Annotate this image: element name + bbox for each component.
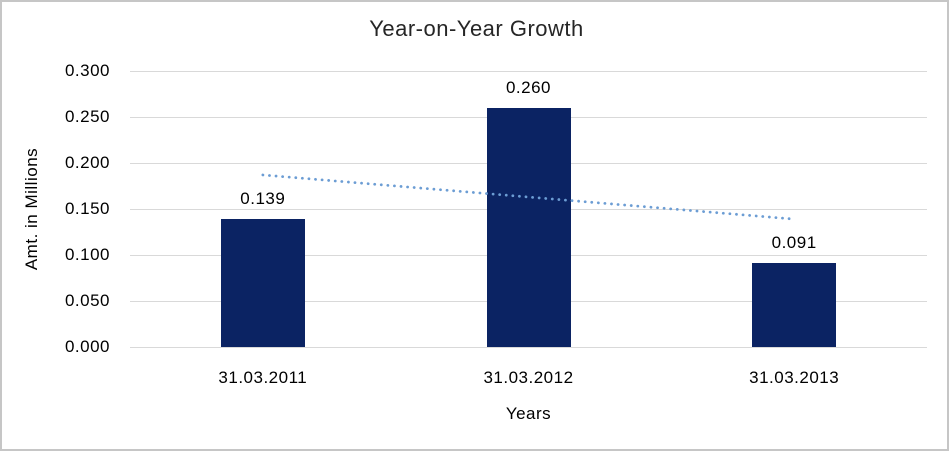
y-tick-label: 0.100 [64,245,110,264]
y-tick-label: 0.000 [64,337,110,356]
bar-value-label: 0.091 [771,233,817,253]
y-tick-label: 0.200 [64,153,110,172]
bar [220,219,305,347]
bar-value-label: 0.260 [505,77,552,97]
bar [486,107,571,347]
y-tick-label: 0.250 [64,107,110,126]
plot-area: 0.139 0.260 0.091 [130,70,927,348]
bar-value-label: 0.139 [240,189,286,209]
x-tick-label: 31.03.2011 [218,368,308,387]
y-tick-label: 0.050 [64,291,110,310]
chart-title: Year-on-Year Growth [369,16,584,41]
y-tick-label: 0.300 [64,61,110,80]
gridline [130,346,927,348]
x-tick-label: 31.03.2012 [483,368,574,387]
gridline [130,70,927,72]
y-tick-label: 0.150 [64,199,110,218]
x-tick-label: 31.03.2013 [749,368,840,387]
x-axis-title: Years [505,404,552,423]
bar [752,263,837,347]
